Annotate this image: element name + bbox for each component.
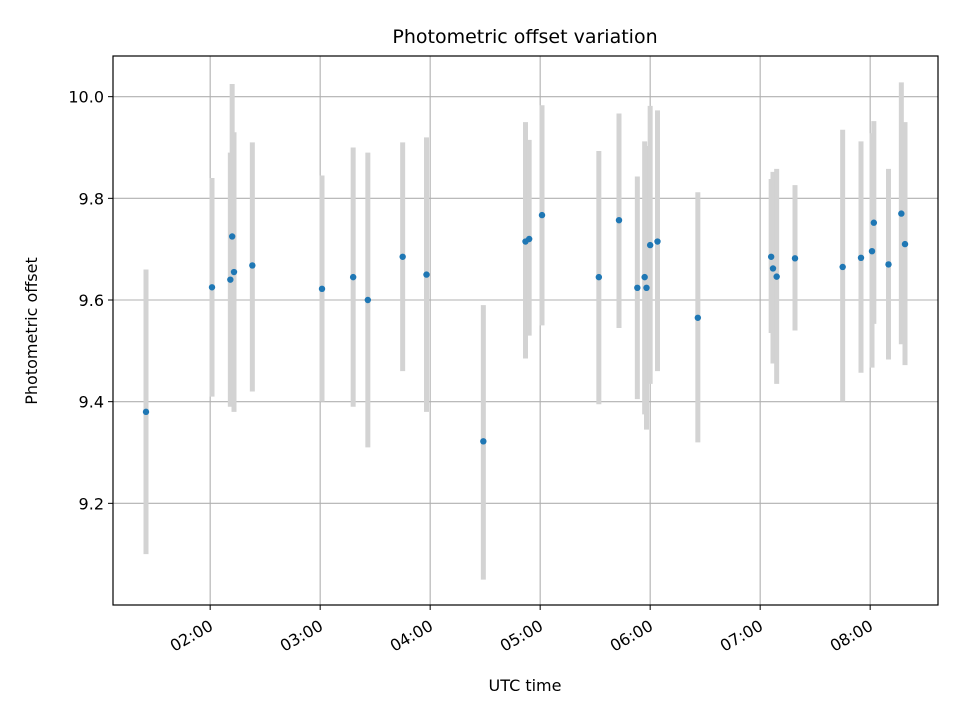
data-point: [399, 253, 406, 260]
data-point: [595, 273, 603, 281]
data-point: [839, 263, 846, 271]
y-axis-ticks: 9.2 9.4 9.6 9.8 10.0: [68, 88, 113, 513]
data-point: [773, 273, 780, 280]
data-point: [423, 271, 430, 278]
x-tick-label: 02:00: [167, 616, 216, 656]
data-point: [318, 285, 326, 293]
data-point: [641, 273, 648, 281]
data-point: [654, 238, 661, 245]
data-point: [646, 241, 654, 249]
x-tick-label: 04:00: [387, 616, 436, 656]
x-axis-label: UTC time: [489, 676, 562, 695]
data-point: [249, 262, 256, 269]
x-axis-ticks: 02:00 03:00 04:00 05:00 06:00 07:00 08:00: [167, 605, 876, 656]
data-point: [868, 248, 876, 255]
data-point: [480, 438, 487, 445]
plot-frame: [112, 55, 939, 606]
data-point: [364, 296, 372, 304]
data-point: [227, 276, 234, 283]
data-point: [230, 268, 238, 276]
data-point: [615, 216, 623, 224]
data-point: [228, 233, 236, 240]
y-tick-label: 9.4: [79, 393, 104, 412]
data-point: [769, 265, 777, 272]
x-tick-label: 05:00: [497, 616, 546, 656]
chart-title: Photometric offset variation: [392, 26, 657, 48]
y-tick-label: 10.0: [68, 88, 104, 107]
x-tick-label: 06:00: [607, 616, 656, 656]
x-tick-label: 03:00: [277, 616, 326, 656]
y-tick-label: 9.2: [79, 494, 104, 513]
data-point: [208, 284, 216, 291]
x-tick-label: 08:00: [827, 616, 876, 656]
data-point: [767, 253, 775, 260]
x-tick-label: 07:00: [717, 616, 766, 656]
data-point: [349, 273, 357, 281]
y-tick-label: 9.6: [79, 291, 104, 310]
data-point: [694, 314, 702, 321]
data-point: [870, 219, 878, 226]
data-point: [643, 284, 650, 291]
data-point: [142, 408, 150, 416]
data-point: [538, 211, 546, 219]
data-point: [901, 240, 909, 248]
data-point: [898, 210, 905, 217]
data-point: [885, 261, 892, 268]
data-point: [525, 235, 533, 243]
y-tick-label: 9.8: [79, 189, 104, 208]
y-axis-label: Photometric offset: [22, 257, 41, 405]
data-point: [791, 255, 799, 262]
data-point: [857, 254, 865, 262]
data-point: [634, 284, 641, 291]
data-points: [142, 210, 909, 445]
